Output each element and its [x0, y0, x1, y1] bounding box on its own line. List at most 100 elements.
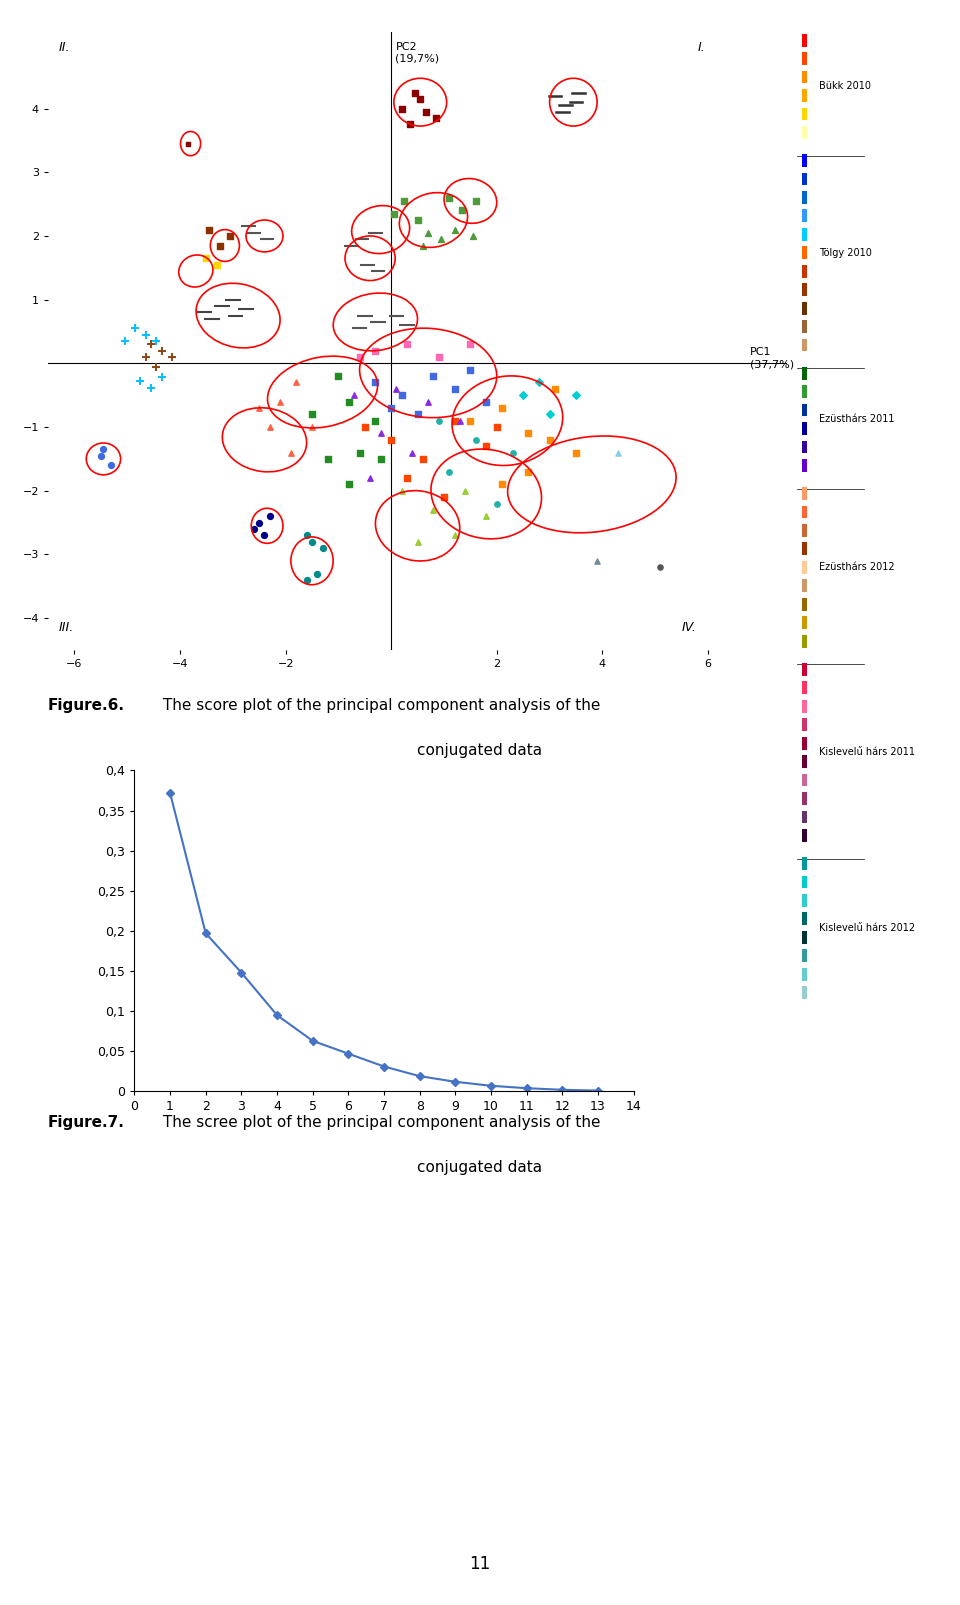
Point [547, 376, 563, 401]
Point [489, 414, 505, 440]
Point [410, 401, 425, 427]
Point [368, 408, 383, 433]
Point [489, 491, 505, 517]
Text: conjugated data: conjugated data [418, 1160, 542, 1175]
Point [299, 567, 314, 592]
Point [468, 427, 483, 453]
Point [478, 504, 493, 530]
Point [396, 188, 412, 213]
Point [478, 388, 493, 414]
Point [394, 382, 409, 408]
Point [330, 363, 346, 388]
Point [368, 337, 383, 363]
Point [386, 201, 401, 226]
Point [494, 472, 510, 498]
Point [413, 87, 428, 112]
Point [455, 197, 470, 223]
Point [442, 459, 457, 485]
Text: Bükk 2010: Bükk 2010 [819, 82, 871, 91]
Point [383, 395, 399, 421]
Text: I.: I. [697, 42, 706, 55]
Point [415, 446, 430, 472]
Point [128, 316, 143, 342]
Text: III.: III. [59, 621, 74, 634]
Point [520, 459, 536, 485]
Point [351, 440, 367, 465]
Point [199, 246, 214, 271]
Text: 11: 11 [469, 1555, 491, 1573]
Point [407, 80, 422, 106]
Point [257, 523, 273, 549]
Point [252, 395, 267, 421]
Point [117, 329, 132, 355]
Point [273, 388, 288, 414]
Point [494, 395, 510, 421]
Point [283, 440, 299, 465]
Point [468, 188, 483, 213]
Point [653, 554, 668, 579]
Point [104, 453, 119, 478]
Point [452, 408, 468, 433]
Point [399, 465, 415, 491]
Point [372, 421, 388, 446]
Point [611, 440, 626, 465]
Point [541, 401, 557, 427]
Point [96, 437, 111, 462]
Point [304, 401, 320, 427]
Point [520, 421, 536, 446]
Point [299, 523, 314, 549]
Point [154, 364, 169, 390]
Point [505, 440, 520, 465]
Point [304, 414, 320, 440]
Point [446, 376, 463, 401]
Point [288, 369, 303, 395]
Point [315, 534, 330, 560]
Point [143, 331, 158, 356]
Point [347, 382, 362, 408]
Point [383, 427, 399, 453]
Text: IV.: IV. [682, 621, 696, 634]
Text: PC2
(19,7%): PC2 (19,7%) [396, 42, 440, 63]
Point [154, 337, 169, 363]
Point [389, 376, 404, 401]
Point [436, 485, 451, 510]
Point [418, 100, 433, 125]
Point [132, 369, 148, 395]
Point [309, 560, 324, 586]
Point [320, 446, 336, 472]
Point [342, 388, 357, 414]
Point [516, 382, 531, 408]
Point [457, 478, 472, 504]
Point [252, 510, 267, 536]
Point [149, 353, 164, 379]
Point [357, 414, 372, 440]
Text: Figure.6.: Figure.6. [48, 698, 125, 713]
Point [463, 408, 478, 433]
Point [223, 223, 238, 249]
Point [463, 331, 478, 356]
Point [589, 547, 605, 573]
Point [434, 226, 449, 252]
Point [362, 465, 377, 491]
Point [394, 478, 409, 504]
Point [541, 427, 557, 453]
Point [478, 433, 493, 459]
Text: Ezüsthárs 2012: Ezüsthárs 2012 [819, 562, 895, 573]
Text: Kislevelű hárs 2012: Kislevelű hárs 2012 [819, 923, 915, 933]
Text: Kislevelű hárs 2011: Kislevelű hárs 2011 [819, 748, 915, 758]
Point [394, 96, 409, 122]
Point [405, 440, 420, 465]
Point [446, 408, 463, 433]
Point [164, 343, 180, 369]
Point [410, 530, 425, 555]
Point [246, 517, 261, 542]
Point [410, 207, 425, 233]
Point [532, 369, 547, 395]
Point [420, 388, 436, 414]
Point [351, 343, 367, 369]
Point [368, 369, 383, 395]
Text: Ezüsthárs 2011: Ezüsthárs 2011 [819, 414, 895, 424]
Text: PC1
(37,7%): PC1 (37,7%) [751, 347, 794, 369]
Point [466, 223, 481, 249]
Text: The score plot of the principal component analysis of the: The score plot of the principal componen… [158, 698, 601, 713]
